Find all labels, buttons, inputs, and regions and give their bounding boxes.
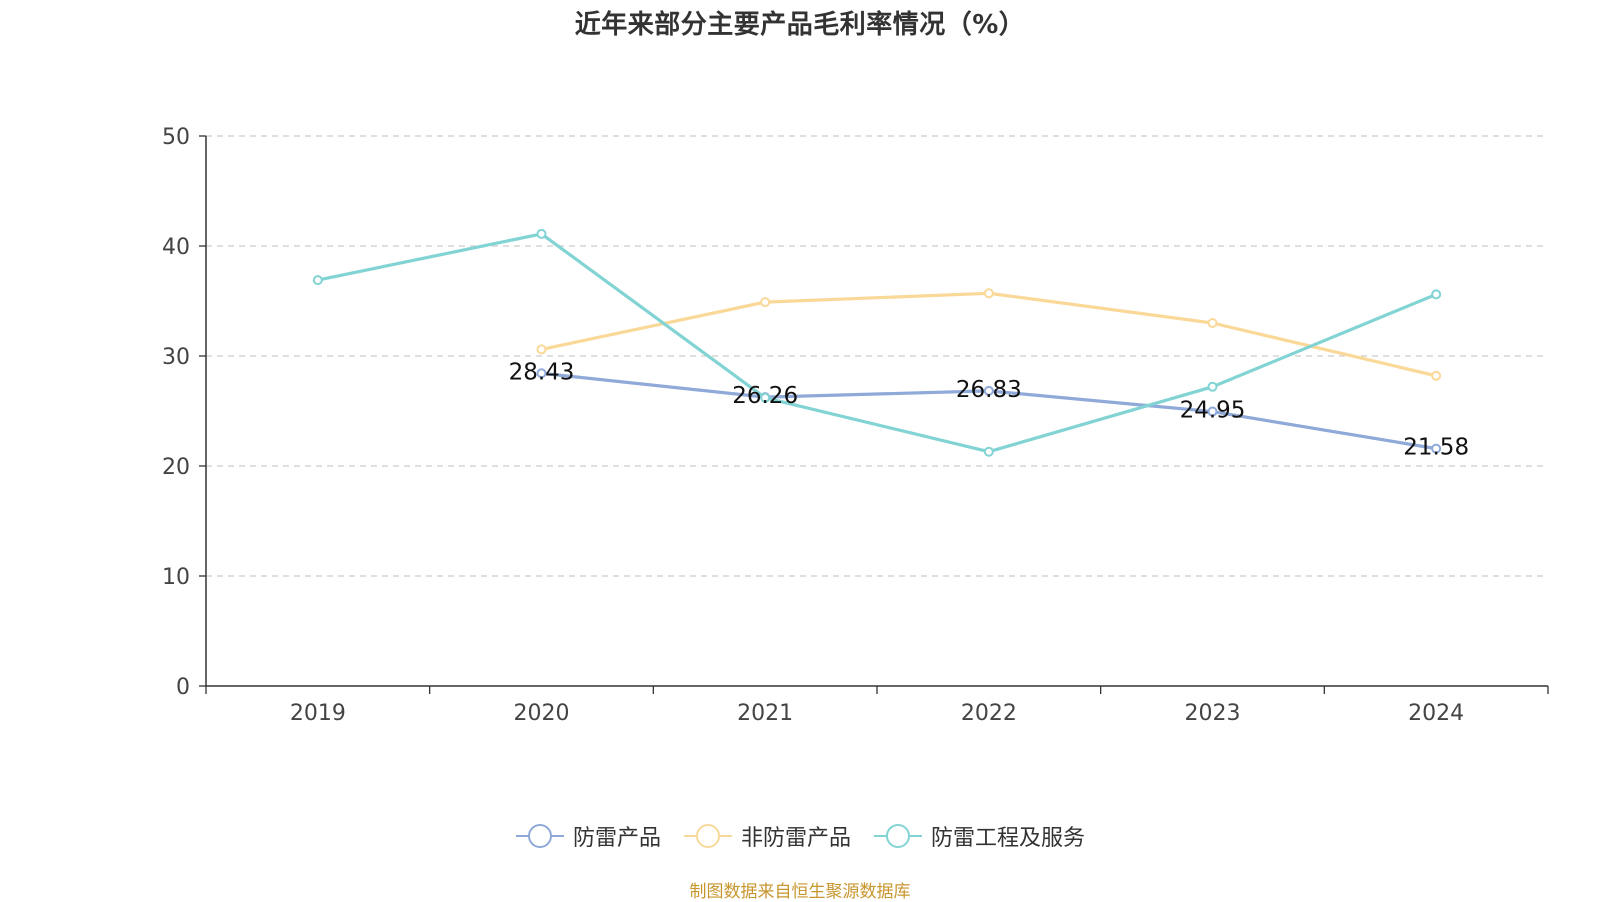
y-tick-label: 0 bbox=[176, 675, 190, 700]
x-tick-label: 2019 bbox=[290, 701, 346, 726]
y-tick-label: 10 bbox=[162, 565, 190, 590]
data-point bbox=[1431, 370, 1442, 381]
data-point bbox=[983, 385, 994, 396]
data-point bbox=[760, 392, 771, 403]
legend-item-series-1[interactable]: 非防雷产品 bbox=[683, 820, 851, 852]
data-point bbox=[536, 344, 547, 355]
grid-lines bbox=[206, 135, 1548, 577]
data-label: 26.26 bbox=[732, 383, 798, 409]
axes: 0 10 20 30 40 50 2019 2020 2021 2022 2023 2024 bbox=[162, 125, 1549, 726]
chart-title: 近年来部分主要产品毛利率情况（%） bbox=[574, 10, 1026, 40]
legend-label: 防雷工程及服务 bbox=[931, 826, 1086, 851]
data-point bbox=[1431, 289, 1442, 300]
series-line bbox=[316, 232, 1438, 454]
data-point bbox=[1207, 406, 1218, 417]
series-line bbox=[539, 291, 1438, 378]
y-tick-label: 30 bbox=[162, 345, 190, 370]
source-footer: 制图数据来自恒生聚源数据库 bbox=[689, 882, 911, 902]
x-tick-label: 2024 bbox=[1408, 701, 1464, 726]
data-point bbox=[983, 288, 994, 299]
legend-marker-0 bbox=[515, 824, 564, 848]
legend-marker-1 bbox=[683, 824, 732, 848]
series-2 bbox=[312, 228, 1442, 457]
x-tick-label: 2023 bbox=[1185, 701, 1241, 726]
data-label: 24.95 bbox=[1180, 398, 1246, 424]
data-label: 21.58 bbox=[1403, 435, 1469, 461]
data-point bbox=[760, 297, 771, 308]
data-point bbox=[1207, 318, 1218, 328]
data-labels: 28.43 26.26 26.83 24.95 21.58 bbox=[509, 359, 1470, 460]
legend-item-series-2[interactable]: 防雷工程及服务 bbox=[873, 820, 1085, 852]
data-point bbox=[312, 275, 323, 286]
legend-item-series-0[interactable]: 防雷产品 bbox=[515, 820, 661, 852]
y-tick-label: 50 bbox=[162, 125, 190, 150]
data-point bbox=[1207, 381, 1218, 392]
data-label: 26.83 bbox=[956, 377, 1022, 403]
legend-label: 非防雷产品 bbox=[740, 826, 851, 851]
data-point bbox=[1431, 443, 1442, 454]
data-point bbox=[983, 446, 994, 457]
series-lines bbox=[312, 228, 1442, 457]
data-label: 28.43 bbox=[509, 359, 575, 385]
data-point bbox=[536, 228, 547, 239]
x-tick-label: 2021 bbox=[737, 701, 793, 726]
x-tick-label: 2020 bbox=[514, 701, 570, 726]
legend: 防雷产品 非防雷产品 防雷工程及服务 bbox=[0, 820, 1600, 852]
series-1 bbox=[536, 288, 1442, 381]
legend-marker-2 bbox=[874, 824, 922, 848]
y-tick-label: 20 bbox=[162, 455, 190, 480]
legend-label: 防雷产品 bbox=[572, 826, 661, 851]
data-point bbox=[536, 368, 547, 379]
y-tick-label: 40 bbox=[162, 235, 190, 260]
x-tick-label: 2022 bbox=[961, 701, 1017, 726]
